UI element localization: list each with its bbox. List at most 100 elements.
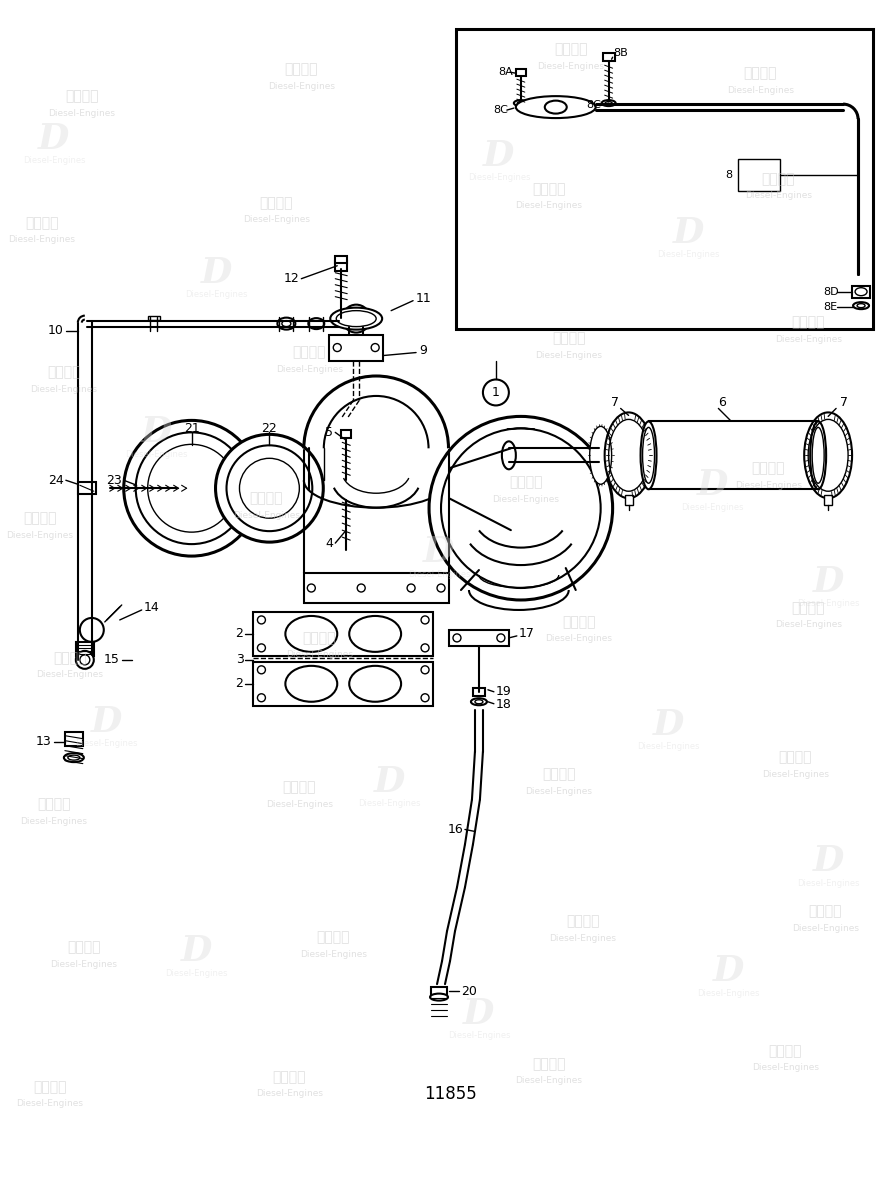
Text: 紫发动力: 紫发动力 <box>743 67 777 80</box>
Text: Diesel-Engines: Diesel-Engines <box>408 570 470 579</box>
Ellipse shape <box>590 427 611 484</box>
Text: D: D <box>813 844 844 879</box>
Text: Diesel-Engines: Diesel-Engines <box>233 511 300 520</box>
Text: 7: 7 <box>611 396 619 409</box>
Text: 紫发动力: 紫发动力 <box>283 780 316 794</box>
Text: Diesel-Engines: Diesel-Engines <box>268 82 335 90</box>
Circle shape <box>343 304 370 333</box>
Text: 7: 7 <box>840 396 848 409</box>
Text: 紫发动力: 紫发动力 <box>317 930 350 944</box>
Bar <box>473 687 485 696</box>
Text: 紫发动力: 紫发动力 <box>33 1080 67 1094</box>
Bar <box>456 30 873 328</box>
Circle shape <box>483 379 509 405</box>
Ellipse shape <box>308 319 324 329</box>
Text: 紫发动力: 紫发动力 <box>47 365 81 379</box>
Text: Diesel-Engines: Diesel-Engines <box>358 799 420 809</box>
Text: Diesel-Engines: Diesel-Engines <box>735 480 802 490</box>
Text: Diesel-Engines: Diesel-Engines <box>16 1100 84 1108</box>
Text: 紫发动力: 紫发动力 <box>779 750 812 765</box>
Ellipse shape <box>278 317 295 329</box>
Text: 紫发动力: 紫发动力 <box>37 798 70 812</box>
Text: Diesel-Engines: Diesel-Engines <box>637 742 700 751</box>
Bar <box>329 334 384 360</box>
Text: Diesel-Engines: Diesel-Engines <box>36 671 103 679</box>
Text: 8: 8 <box>725 170 732 180</box>
Text: Diesel-Engines: Diesel-Engines <box>752 1063 819 1072</box>
Text: Diesel-Engines: Diesel-Engines <box>549 933 616 943</box>
Bar <box>625 496 633 505</box>
Text: 15: 15 <box>104 653 120 666</box>
Text: Diesel-Engines: Diesel-Engines <box>697 988 760 998</box>
Text: 14: 14 <box>143 602 159 615</box>
Bar <box>852 285 870 297</box>
Text: 11: 11 <box>417 292 432 306</box>
Text: 10: 10 <box>48 325 64 338</box>
Ellipse shape <box>602 100 616 106</box>
Text: 紫发动力: 紫发动力 <box>751 461 785 476</box>
Text: Diesel-Engines: Diesel-Engines <box>515 1076 582 1086</box>
Text: 4: 4 <box>326 536 333 549</box>
Text: 紫发动力: 紫发动力 <box>303 631 336 644</box>
Bar <box>649 421 818 489</box>
Text: Diesel-Engines: Diesel-Engines <box>185 290 247 300</box>
Text: Diesel-Engines: Diesel-Engines <box>125 449 188 459</box>
Text: 20: 20 <box>461 984 477 998</box>
Text: 紫发动力: 紫发动力 <box>562 615 595 629</box>
Text: 24: 24 <box>48 473 64 486</box>
Text: 12: 12 <box>284 272 299 285</box>
Ellipse shape <box>514 100 528 106</box>
Text: Diesel-Engines: Diesel-Engines <box>791 924 859 932</box>
Text: 紫发动力: 紫发动力 <box>65 89 99 103</box>
Circle shape <box>76 650 93 669</box>
Text: Diesel-Engines: Diesel-Engines <box>762 770 829 779</box>
Text: D: D <box>181 935 212 968</box>
Circle shape <box>215 434 323 542</box>
Text: 紫发动力: 紫发动力 <box>768 1044 802 1058</box>
Text: 17: 17 <box>519 628 535 641</box>
Text: 18: 18 <box>496 698 512 711</box>
Bar <box>336 260 347 271</box>
Text: D: D <box>374 765 405 799</box>
Text: Diesel-Engines: Diesel-Engines <box>8 235 76 244</box>
Text: Diesel-Engines: Diesel-Engines <box>774 335 842 344</box>
Ellipse shape <box>605 101 612 105</box>
Text: Diesel-Engines: Diesel-Engines <box>492 495 559 504</box>
Text: Diesel-Engines: Diesel-Engines <box>76 740 138 748</box>
Bar <box>336 256 347 263</box>
Text: Diesel-Engines: Diesel-Engines <box>300 950 367 958</box>
Text: D: D <box>201 256 232 290</box>
Text: 16: 16 <box>447 823 463 836</box>
Text: Diesel-Engines: Diesel-Engines <box>20 817 87 826</box>
Text: 紫发动力: 紫发动力 <box>250 491 283 505</box>
Text: D: D <box>141 415 173 449</box>
Text: 紫发动力: 紫发动力 <box>272 1070 306 1084</box>
Text: D: D <box>713 954 744 988</box>
Ellipse shape <box>516 96 595 118</box>
Text: 8B: 8B <box>613 49 628 58</box>
Text: 9: 9 <box>419 344 427 357</box>
Ellipse shape <box>854 302 869 309</box>
Text: 22: 22 <box>262 422 278 435</box>
Circle shape <box>429 416 612 600</box>
Text: Diesel-Engines: Diesel-Engines <box>525 787 592 797</box>
Ellipse shape <box>641 421 657 489</box>
Text: Diesel-Engines: Diesel-Engines <box>48 108 116 118</box>
Text: 13: 13 <box>36 735 52 748</box>
Text: D: D <box>91 705 123 738</box>
Text: 紫发动力: 紫发动力 <box>791 600 825 615</box>
Text: Diesel-Engines: Diesel-Engines <box>797 879 860 888</box>
Text: Diesel-Engines: Diesel-Engines <box>30 385 97 394</box>
Text: 紫发动力: 紫发动力 <box>532 1057 565 1071</box>
Bar <box>341 430 352 439</box>
Text: Diesel-Engines: Diesel-Engines <box>22 157 85 165</box>
Ellipse shape <box>286 616 337 652</box>
Bar <box>824 496 832 505</box>
Text: Diesel-Engines: Diesel-Engines <box>538 62 604 70</box>
Text: Diesel-Engines: Diesel-Engines <box>727 86 794 95</box>
Text: 8D: 8D <box>823 287 838 297</box>
Text: Diesel-Engines: Diesel-Engines <box>286 650 352 660</box>
Text: Diesel-Engines: Diesel-Engines <box>243 215 310 225</box>
Text: D: D <box>464 998 495 1031</box>
Text: Diesel-Engines: Diesel-Engines <box>657 250 720 259</box>
